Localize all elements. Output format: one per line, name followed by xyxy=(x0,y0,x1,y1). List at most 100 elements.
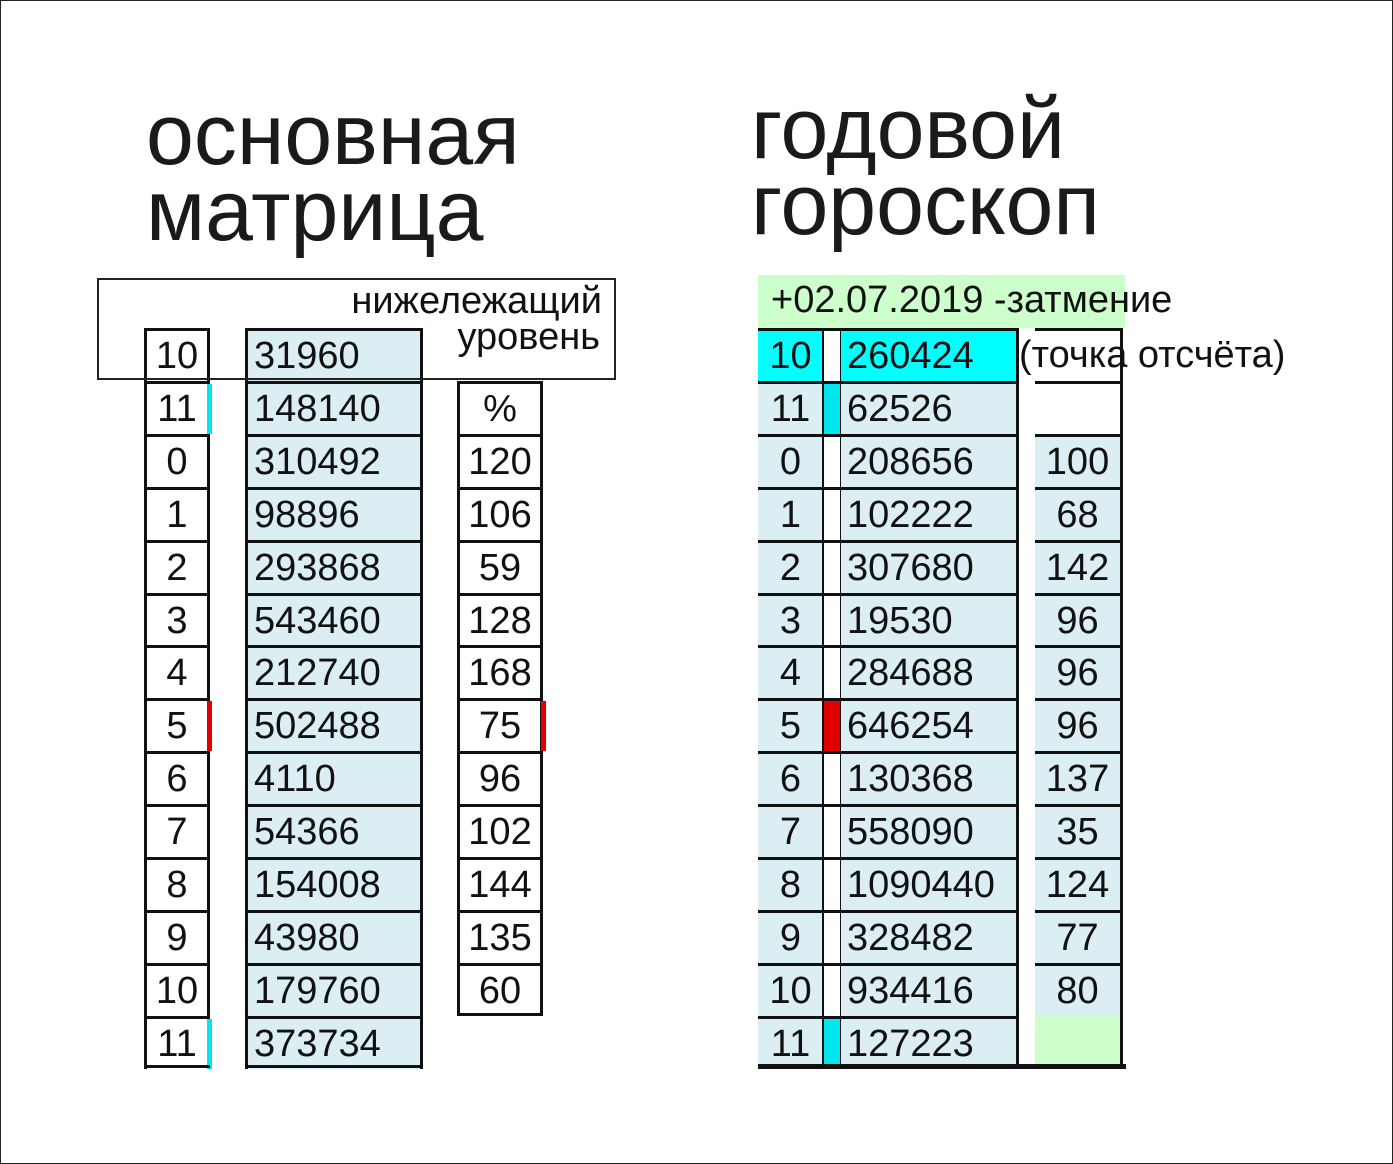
row-percent xyxy=(1035,380,1123,434)
row-percent: 77 xyxy=(1035,909,1123,963)
divider xyxy=(245,1065,423,1068)
row-percent: 59 xyxy=(457,539,543,593)
marker xyxy=(822,1015,842,1069)
header-date: +02.07.2019 -затмение xyxy=(771,279,1173,321)
row-percent: 135 xyxy=(457,909,543,963)
left-title: основная матрица xyxy=(146,87,520,254)
row-value: 558090 xyxy=(841,804,1019,858)
row-value: 502488 xyxy=(245,698,423,752)
row-percent: 96 xyxy=(1035,592,1123,646)
row-number: 6 xyxy=(144,751,210,805)
row-percent xyxy=(1035,328,1123,381)
marker xyxy=(822,380,842,434)
row-number: 8 xyxy=(144,857,210,910)
row-number: 9 xyxy=(758,909,823,963)
right-title-line1: годовой xyxy=(751,81,1066,177)
marker xyxy=(822,962,842,1016)
row-value: 212740 xyxy=(245,645,423,699)
row-number: 0 xyxy=(758,433,823,487)
note-line1: нижележащий xyxy=(351,280,602,322)
row-value: 98896 xyxy=(245,486,423,540)
divider xyxy=(457,1013,543,1016)
header-note: (точка отсчёта) xyxy=(1019,334,1286,376)
row-value: 62526 xyxy=(841,380,1019,434)
right-title-line2: гороскоп xyxy=(751,157,1100,253)
row-value: 307680 xyxy=(841,539,1019,593)
marker xyxy=(822,909,842,963)
row-value: 373734 xyxy=(245,1015,423,1069)
row-percent: 128 xyxy=(457,592,543,646)
row-percent: 68 xyxy=(1035,486,1123,540)
marker xyxy=(822,645,842,699)
row-value: 293868 xyxy=(245,539,423,593)
row-value: 646254 xyxy=(841,698,1019,752)
row-number: 10 xyxy=(144,962,210,1016)
marker xyxy=(207,1018,212,1069)
row-number: 7 xyxy=(144,804,210,858)
marker xyxy=(822,751,842,805)
row-value: 179760 xyxy=(245,962,423,1016)
marker xyxy=(822,804,842,858)
row-percent: 96 xyxy=(457,751,543,805)
row-value: 154008 xyxy=(245,857,423,910)
row-percent: 168 xyxy=(457,645,543,699)
row-number: 10 xyxy=(144,328,210,381)
row-percent: 96 xyxy=(1035,698,1123,752)
marker xyxy=(822,486,842,540)
row-percent: 124 xyxy=(1035,857,1123,910)
row-percent: % xyxy=(457,380,543,434)
row-percent: 75 xyxy=(457,698,543,752)
marker xyxy=(822,328,842,381)
row-value: 31960 xyxy=(245,328,423,381)
row-percent: 60 xyxy=(457,962,543,1016)
row-percent: 120 xyxy=(457,433,543,487)
row-number: 11 xyxy=(758,1015,823,1069)
marker xyxy=(207,701,212,752)
left-title-line1: основная xyxy=(146,87,520,183)
row-number: 2 xyxy=(144,539,210,593)
row-value: 127223 xyxy=(841,1015,1019,1069)
row-value: 54366 xyxy=(245,804,423,858)
row-value: 43980 xyxy=(245,909,423,963)
row-percent: 137 xyxy=(1035,751,1123,805)
row-value: 102222 xyxy=(841,486,1019,540)
marker xyxy=(207,383,212,434)
row-number: 2 xyxy=(758,539,823,593)
row-percent: 142 xyxy=(1035,539,1123,593)
divider xyxy=(144,1065,210,1068)
row-number: 4 xyxy=(758,645,823,699)
row-percent: 106 xyxy=(457,486,543,540)
row-value: 19530 xyxy=(841,592,1019,646)
row-number: 8 xyxy=(758,857,823,910)
row-number: 11 xyxy=(144,380,210,434)
note-line2: уровень xyxy=(457,316,600,358)
row-number: 10 xyxy=(758,328,823,381)
right-header-row xyxy=(758,275,1125,328)
row-value: 260424 xyxy=(841,328,1019,381)
row-value: 543460 xyxy=(245,592,423,646)
row-value: 1090440 xyxy=(841,857,1019,910)
marker xyxy=(822,698,842,752)
row-percent: 80 xyxy=(1035,962,1123,1016)
row-number: 6 xyxy=(758,751,823,805)
row-number: 3 xyxy=(144,592,210,646)
row-percent: 96 xyxy=(1035,645,1123,699)
row-percent xyxy=(1035,1015,1123,1069)
row-number: 11 xyxy=(758,380,823,434)
row-number: 1 xyxy=(758,486,823,540)
row-number: 10 xyxy=(758,962,823,1016)
row-value: 284688 xyxy=(841,645,1019,699)
row-number: 9 xyxy=(144,909,210,963)
bottom-rule xyxy=(758,1064,1126,1069)
row-number: 11 xyxy=(144,1015,210,1069)
row-number: 5 xyxy=(758,698,823,752)
row-value: 148140 xyxy=(245,380,423,434)
marker xyxy=(822,592,842,646)
marker xyxy=(822,433,842,487)
row-value: 310492 xyxy=(245,433,423,487)
row-value: 934416 xyxy=(841,962,1019,1016)
marker xyxy=(541,701,546,752)
row-number: 5 xyxy=(144,698,210,752)
row-percent: 102 xyxy=(457,804,543,858)
